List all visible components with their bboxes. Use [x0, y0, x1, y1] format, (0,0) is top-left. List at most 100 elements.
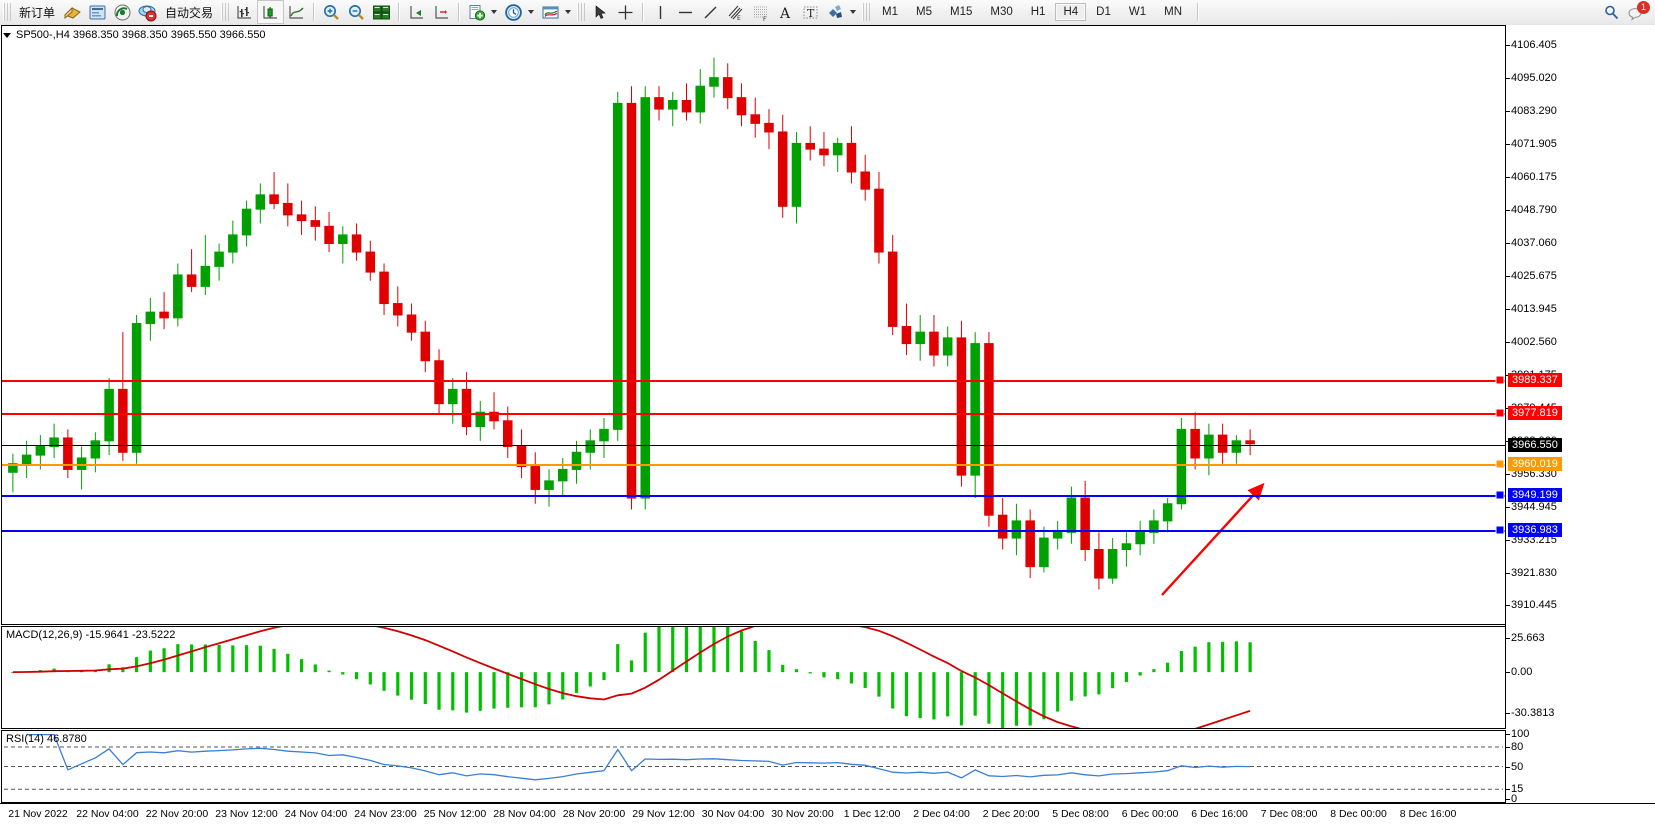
- candlestick-chart-icon[interactable]: [257, 0, 285, 24]
- period-icon[interactable]: [501, 1, 526, 23]
- text-icon[interactable]: A: [773, 1, 798, 23]
- time-tick: 28 Nov 20:00: [562, 808, 626, 820]
- notification-badge: 1: [1637, 1, 1650, 14]
- price-tick: 4013.945: [1506, 303, 1557, 316]
- toolbar-grip[interactable]: [3, 3, 11, 21]
- horizontal-line-icon[interactable]: [673, 1, 698, 23]
- rsi-pane[interactable]: RSI(14) 46.8780 100 80 50 15 0: [0, 728, 1655, 805]
- time-tick: 8 Dec 00:00: [1330, 808, 1387, 820]
- timeframe-m15[interactable]: M15: [950, 6, 973, 18]
- timeframe-d1[interactable]: D1: [1096, 6, 1111, 18]
- level-line-support-2[interactable]: [2, 529, 1505, 532]
- data-window-icon[interactable]: [85, 1, 110, 23]
- zoom-out-icon[interactable]: [344, 1, 369, 23]
- price-tick: 4071.905: [1506, 137, 1557, 150]
- level-handle-support-2[interactable]: [1495, 525, 1505, 535]
- macd-tick: 0.00: [1505, 666, 1533, 679]
- time-tick: 30 Nov 20:00: [771, 808, 834, 820]
- zoom-in-icon[interactable]: [319, 1, 344, 23]
- price-pane[interactable]: SP500-,H4 3968.350 3968.350 3965.550 396…: [0, 25, 1655, 626]
- indicators-dropdown-caret[interactable]: [491, 10, 498, 14]
- time-tick: 5 Dec 08:00: [1052, 808, 1109, 820]
- time-axis[interactable]: 21 Nov 2022 22 Nov 04:00 22 Nov 20:00 23 No…: [0, 803, 1655, 826]
- rsi-tick: 0: [1505, 793, 1518, 805]
- bar-chart-icon[interactable]: [232, 1, 257, 23]
- fibonacci-icon[interactable]: F: [748, 1, 773, 23]
- price-tick: 3921.830: [1506, 566, 1557, 579]
- svg-text:T: T: [807, 7, 815, 20]
- auto-trading-button[interactable]: 自动交易: [165, 5, 214, 20]
- search-icon[interactable]: [1599, 1, 1624, 23]
- time-tick: 28 Nov 04:00: [493, 808, 556, 820]
- macd-pane[interactable]: MACD(12,26,9) -15.9641 -23.5222 25.663 0.…: [0, 626, 1655, 730]
- signals-icon[interactable]: [110, 1, 135, 23]
- price-tick: 4037.060: [1506, 237, 1557, 250]
- toolbar-separator-4: [642, 3, 645, 21]
- shapes-dropdown-caret[interactable]: [850, 10, 857, 14]
- shift-end-icon[interactable]: [404, 1, 429, 23]
- tile-windows-icon[interactable]: [369, 1, 394, 23]
- level-line-resistance-2[interactable]: [2, 412, 1505, 415]
- candlestick-series: [8, 57, 1255, 590]
- indicators-icon[interactable]: [464, 1, 489, 23]
- time-tick: 7 Dec 08:00: [1260, 808, 1318, 820]
- macd-tick: -30.3813: [1505, 706, 1555, 719]
- timeframe-h1[interactable]: H1: [1030, 6, 1046, 18]
- level-line-current-price[interactable]: [2, 444, 1505, 446]
- chevron-down-icon[interactable]: [3, 32, 11, 38]
- svg-text:E: E: [737, 15, 741, 22]
- templates-icon[interactable]: [538, 1, 563, 23]
- time-tick: 2 Dec 04:00: [913, 808, 970, 820]
- expert-advisor-icon[interactable]: [60, 1, 85, 23]
- svg-text:F: F: [763, 16, 767, 22]
- period-dropdown-caret[interactable]: [528, 10, 535, 14]
- level-handle-resistance-2[interactable]: [1495, 408, 1505, 418]
- rsi-tick: 50: [1505, 760, 1524, 773]
- timeframe-m1[interactable]: M1: [882, 6, 899, 18]
- chart-scroll-icon[interactable]: [429, 1, 454, 23]
- price-tick: 3944.945: [1506, 500, 1557, 513]
- macd-tick: 25.663: [1506, 631, 1545, 644]
- timeframe-m30[interactable]: M30: [990, 6, 1013, 18]
- auto-trading-icon[interactable]: [135, 1, 160, 23]
- trendline-icon[interactable]: [698, 1, 723, 23]
- rsi-axis-divider: [1505, 730, 1506, 803]
- price-tick: 4060.175: [1506, 171, 1557, 184]
- level-handle-resistance-1[interactable]: [1495, 375, 1505, 385]
- price-tick: 3933.215: [1506, 534, 1557, 547]
- level-line-support-1[interactable]: [2, 494, 1505, 497]
- timeframe-m5[interactable]: M5: [916, 6, 932, 18]
- price-tick: 3956.330: [1506, 468, 1557, 481]
- toolbar-grip-2[interactable]: [221, 3, 230, 21]
- cursor-icon[interactable]: [588, 1, 613, 23]
- time-tick: 6 Dec 16:00: [1191, 808, 1248, 820]
- equidistant-channel-icon[interactable]: E: [723, 1, 748, 23]
- level-handle-support-1[interactable]: [1495, 490, 1505, 500]
- time-tick: 24 Nov 04:00: [284, 808, 348, 820]
- new-order-button[interactable]: 新订单: [19, 5, 56, 20]
- timeframe-w1[interactable]: W1: [1128, 6, 1147, 18]
- line-chart-icon[interactable]: [284, 1, 309, 23]
- level-line-pivot[interactable]: [2, 463, 1505, 466]
- shapes-icon[interactable]: [823, 1, 848, 23]
- templates-dropdown-caret[interactable]: [565, 10, 572, 14]
- svg-text:A: A: [779, 6, 791, 22]
- symbol-header: SP500-,H4 3968.350 3968.350 3965.550 396…: [3, 28, 266, 42]
- timeframe-mn[interactable]: MN: [1164, 6, 1182, 18]
- timeframe-h4[interactable]: H4: [1055, 3, 1087, 21]
- crosshair-icon[interactable]: [613, 1, 638, 23]
- vertical-line-icon[interactable]: [648, 1, 673, 23]
- time-tick: 25 Nov 12:00: [423, 808, 487, 820]
- price-tick: 4106.405: [1506, 39, 1557, 51]
- level-handle-pivot[interactable]: [1495, 459, 1505, 469]
- price-tick: 4025.675: [1506, 269, 1557, 282]
- toolbar-grip-4[interactable]: [862, 3, 871, 21]
- time-tick: 22 Nov 20:00: [145, 808, 209, 820]
- toolbar-grip-3[interactable]: [577, 3, 586, 21]
- level-line-resistance-1[interactable]: [2, 379, 1505, 382]
- notifications-icon[interactable]: 1: [1624, 1, 1650, 23]
- price-axis[interactable]: 4106.405 4095.020 4083.290 4071.905 4060.175…: [1505, 25, 1655, 626]
- price-tick: 3979.445: [1506, 402, 1557, 415]
- macd-axis: 25.663 0.00 -30.3813: [1505, 626, 1655, 729]
- text-label-icon[interactable]: T: [798, 1, 823, 23]
